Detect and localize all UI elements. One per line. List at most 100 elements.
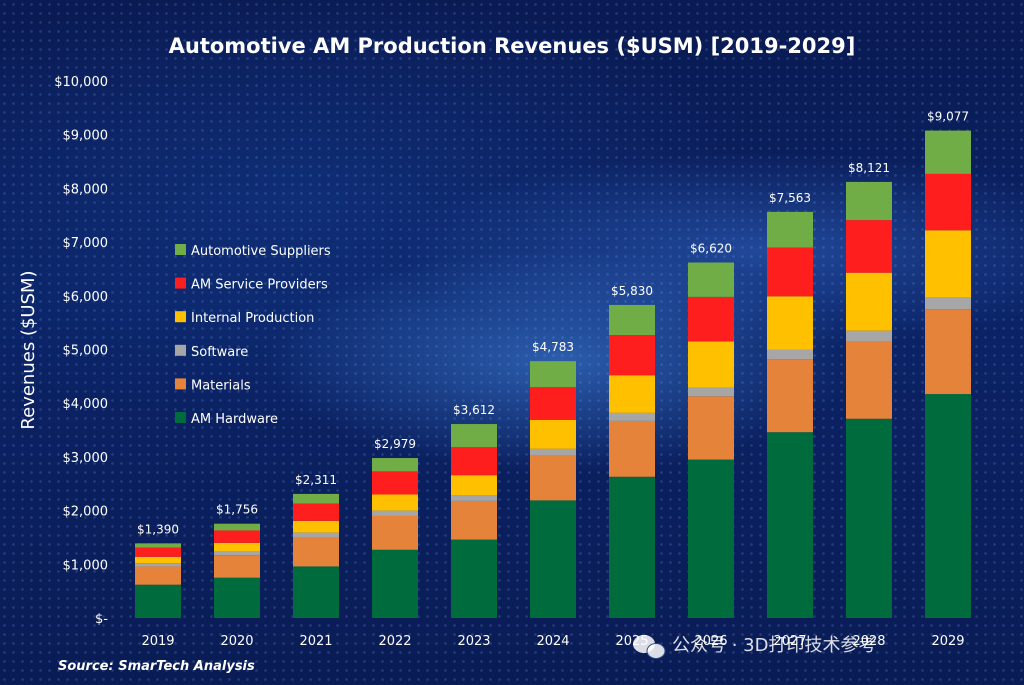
bar-stack-2026 (688, 262, 734, 618)
legend-item: AM Hardware (175, 412, 278, 427)
bar-segment-am-hardware (451, 539, 497, 618)
bar-segment-am-hardware (293, 566, 339, 618)
x-tick-label: 2027 (773, 634, 806, 649)
bar-segment-am-service-providers (846, 220, 892, 273)
chart-title: Automotive AM Production Revenues ($USM)… (169, 34, 856, 58)
total-label: $5,830 (611, 284, 653, 298)
bar-segment-software (451, 495, 497, 501)
legend-label: Internal Production (191, 311, 314, 326)
legend-swatch (175, 244, 186, 255)
bar-segment-internal-production (135, 556, 181, 564)
bar-segment-automotive-suppliers (688, 262, 734, 297)
bar-stack-2025 (609, 304, 655, 618)
total-label: $3,612 (453, 403, 495, 417)
legend-item: Software (175, 344, 248, 360)
bar-stacks (135, 130, 971, 618)
x-tick-label: 2024 (536, 634, 569, 649)
y-tick-label: $- (95, 612, 108, 627)
x-tick-label: 2020 (220, 634, 253, 649)
y-tick-label: $10,000 (54, 75, 108, 90)
watermark-text: 公众号 · 3D打印技术参考 (672, 635, 876, 656)
total-label: $7,563 (769, 191, 811, 205)
bar-segment-automotive-suppliers (609, 304, 655, 336)
y-tick-label: $3,000 (63, 451, 109, 466)
bar-segment-materials (530, 455, 576, 501)
wechat-icon (633, 635, 666, 659)
total-label: $1,390 (137, 522, 179, 536)
bar-segment-automotive-suppliers (530, 361, 576, 388)
y-tick-label: $6,000 (63, 290, 109, 305)
bar-segment-internal-production (293, 520, 339, 533)
legend-item: AM Service Providers (175, 277, 328, 293)
bar-stack-2028 (846, 181, 892, 618)
bar-segment-automotive-suppliers (451, 424, 497, 448)
bar-segment-software (293, 532, 339, 538)
bar-segment-software (688, 387, 734, 397)
bar-segment-internal-production (451, 475, 497, 496)
bar-segment-materials (846, 341, 892, 419)
legend-label: AM Hardware (191, 412, 278, 427)
bar-segment-automotive-suppliers (846, 181, 892, 221)
y-tick-label: $8,000 (63, 182, 109, 197)
y-axis-label: Revenues ($USM) (18, 270, 39, 429)
bar-segment-internal-production (530, 419, 576, 449)
bar-segment-am-hardware (925, 394, 971, 618)
bar-segment-software (925, 297, 971, 310)
y-tick-label: $1,000 (63, 558, 109, 573)
bar-segment-internal-production (609, 375, 655, 413)
legend-label: Materials (191, 378, 251, 393)
bar-segment-automotive-suppliers (214, 523, 260, 531)
y-tick-label: $4,000 (63, 397, 109, 412)
bar-segment-software (214, 551, 260, 556)
bar-segment-materials (372, 515, 418, 550)
legend-swatch (175, 344, 186, 356)
total-label: $8,121 (848, 161, 890, 175)
bar-stack-2027 (767, 211, 813, 618)
legend-item: Automotive Suppliers (175, 244, 331, 259)
bar-stack-2029 (925, 130, 971, 618)
bar-segment-internal-production (767, 296, 813, 350)
bar-segment-am-hardware (135, 584, 181, 618)
y-tick-label: $2,000 (63, 505, 109, 520)
legend-swatch (175, 311, 186, 323)
bar-segment-am-hardware (214, 577, 260, 618)
legend-item: Internal Production (175, 311, 314, 326)
bar-segment-materials (451, 500, 497, 540)
legend-swatch (175, 412, 186, 423)
bar-segment-automotive-suppliers (293, 493, 339, 504)
bar-segment-automotive-suppliers (767, 211, 813, 248)
x-axis-ticks: 2019 2020 2021 2022 2023 2024 2025 2026 2027 2028… (141, 634, 964, 649)
bar-segment-materials (688, 396, 734, 460)
bar-segment-materials (135, 566, 181, 585)
bar-segment-internal-production (846, 272, 892, 331)
bar-segment-software (530, 448, 576, 456)
legend: Automotive Suppliers AM Service Providers… (175, 244, 331, 427)
bar-segment-materials (293, 537, 339, 567)
bar-segment-software (135, 563, 181, 567)
bar-segment-am-service-providers (609, 335, 655, 376)
bar-segment-am-service-providers (767, 247, 813, 297)
bar-segment-software (846, 330, 892, 342)
bar-segment-software (767, 349, 813, 360)
bar-segment-automotive-suppliers (135, 543, 181, 548)
bar-segment-automotive-suppliers (925, 130, 971, 174)
bar-segment-am-hardware (846, 418, 892, 618)
total-label: $6,620 (690, 242, 732, 256)
bar-segment-am-service-providers (688, 296, 734, 342)
bar-segment-am-hardware (609, 476, 655, 618)
bar-stack-2020 (214, 523, 260, 618)
total-label: $1,756 (216, 503, 258, 517)
bar-segment-am-hardware (688, 459, 734, 618)
bar-segment-internal-production (925, 230, 971, 298)
x-tick-label: 2019 (141, 634, 174, 649)
bar-stack-2019 (135, 543, 181, 618)
bar-segment-am-hardware (530, 500, 576, 618)
legend-swatch (175, 277, 186, 289)
y-tick-label: $9,000 (63, 129, 109, 144)
bar-segment-am-service-providers (372, 471, 418, 495)
total-label: $9,077 (927, 110, 969, 124)
x-tick-label: 2022 (378, 634, 411, 649)
total-label: $2,979 (374, 437, 416, 451)
